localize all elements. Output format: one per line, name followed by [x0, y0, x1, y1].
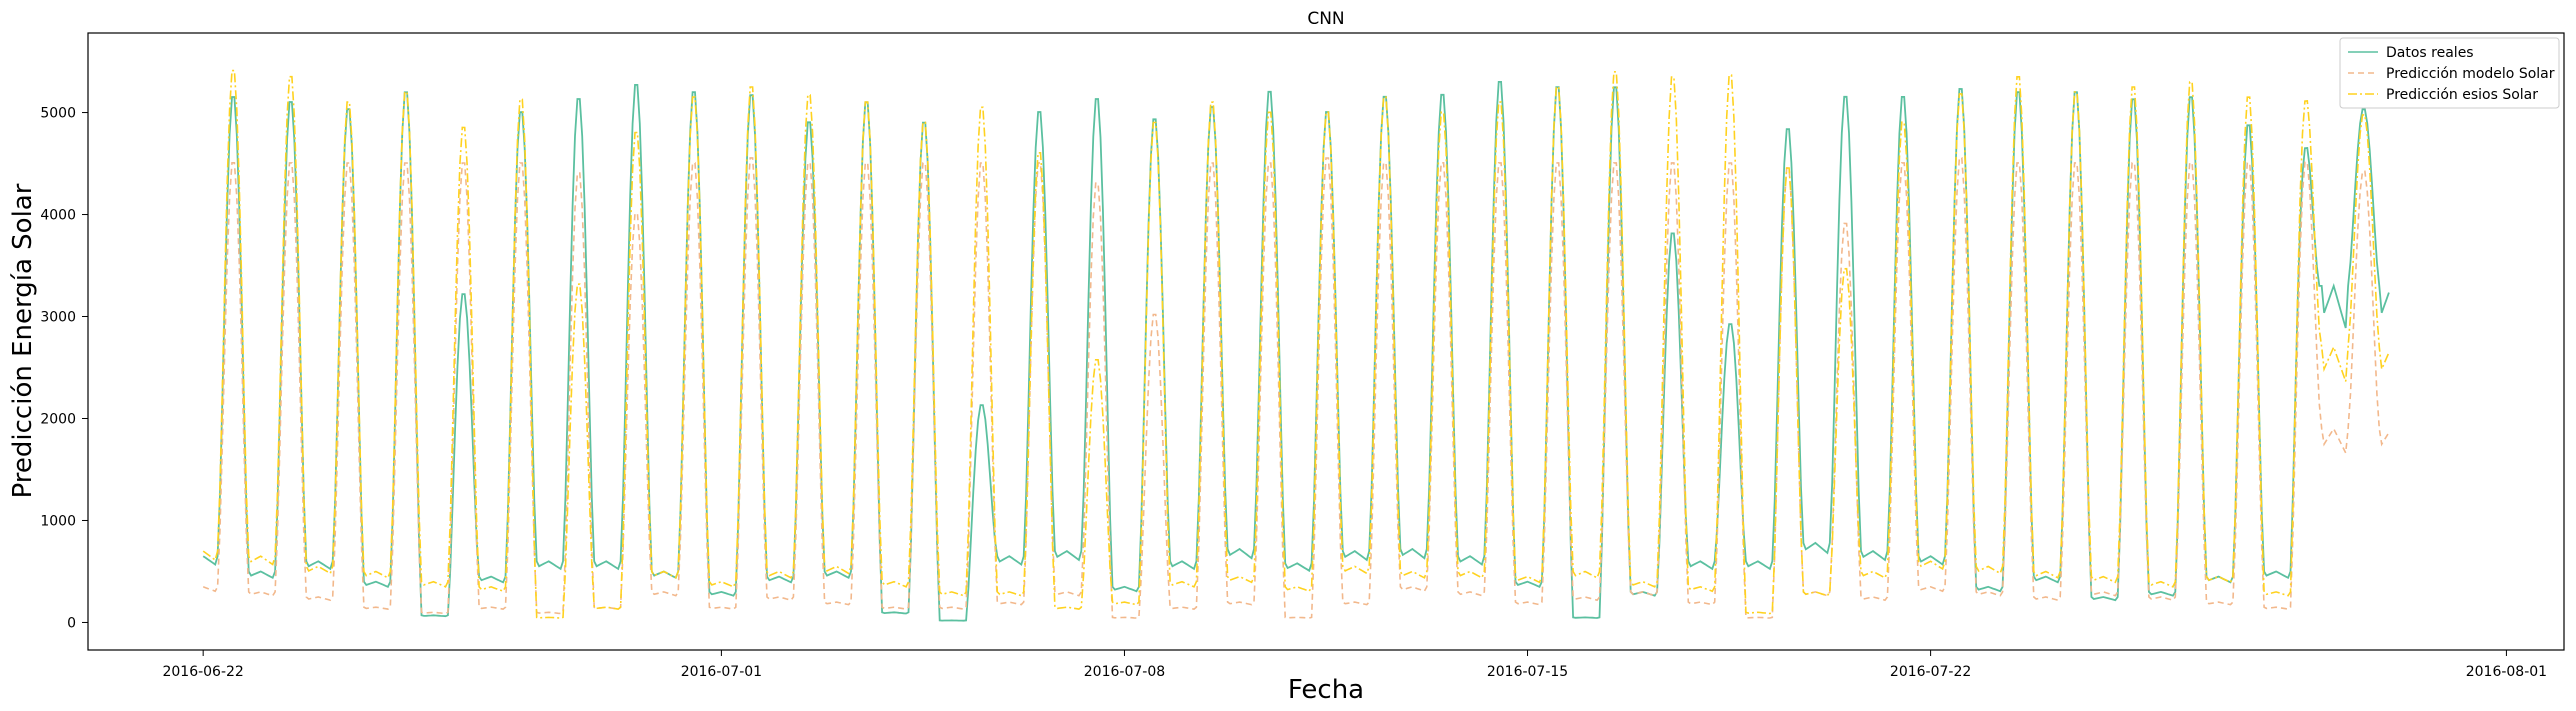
- x-tick-label-5: 2016-08-01: [2466, 664, 2547, 680]
- y-tick-label-0: 0: [67, 615, 76, 631]
- y-tick-label-1: 1000: [40, 513, 76, 529]
- y-tick-label-4: 4000: [40, 208, 76, 224]
- y-axis: 0 1000 2000 3000 4000 5000: [40, 106, 88, 631]
- legend-label-0: Datos reales: [2386, 45, 2474, 61]
- plot-frame: [87, 32, 2565, 651]
- y-tick-label-5: 5000: [40, 106, 76, 122]
- y-axis-label: Predicción Energía Solar: [8, 183, 38, 498]
- series-layer: [202, 69, 2390, 622]
- legend-label-2: Predicción esios Solar: [2386, 87, 2538, 103]
- legend: Datos reales Predicción modelo Solar Pre…: [2339, 37, 2560, 109]
- legend-label-1: Predicción modelo Solar: [2386, 66, 2555, 82]
- chart-title: CNN: [1307, 9, 1344, 29]
- x-axis-label: Fecha: [1288, 675, 1364, 705]
- y-tick-label-3: 3000: [40, 310, 76, 326]
- x-axis: 2016-06-22 2016-07-01 2016-07-08 2016-07-15…: [162, 650, 2547, 680]
- x-tick-label-1: 2016-07-01: [681, 664, 762, 680]
- x-tick-label-4: 2016-07-22: [1890, 664, 1971, 680]
- y-tick-label-2: 2000: [40, 411, 76, 427]
- x-tick-label-3: 2016-07-15: [1487, 664, 1568, 680]
- series-line-2: [202, 69, 2390, 619]
- x-tick-label-0: 2016-06-22: [162, 664, 243, 680]
- x-tick-label-2: 2016-07-08: [1084, 664, 1165, 680]
- series-line-1: [202, 157, 2390, 619]
- legend-box: [2339, 37, 2560, 109]
